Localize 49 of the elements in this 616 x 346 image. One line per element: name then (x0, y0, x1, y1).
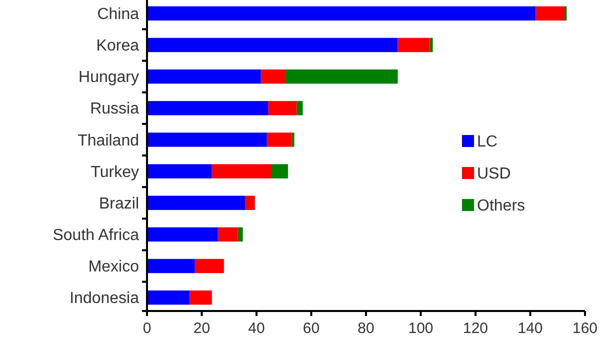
y-tick-label: Korea (96, 38, 140, 55)
x-tick-label: 40 (248, 320, 265, 337)
bar (296, 101, 303, 116)
x-tick-label: 0 (142, 320, 152, 337)
bar (271, 164, 288, 178)
y-tick-label: Russia (90, 100, 140, 118)
bar (238, 227, 243, 242)
y-tick-label: Thailand (78, 132, 139, 150)
bar (147, 38, 398, 52)
bar (147, 132, 267, 147)
y-tick-label: China (97, 6, 140, 24)
legend-label: LC (477, 134, 498, 151)
bar (147, 290, 190, 305)
bar (284, 69, 398, 84)
bar (430, 38, 433, 52)
bar (147, 6, 536, 21)
y-tick-label: Brazil (98, 195, 139, 212)
bar (268, 101, 297, 116)
bar (292, 132, 294, 147)
bar (189, 290, 212, 305)
bar (218, 227, 238, 242)
bar (194, 258, 224, 274)
x-tick-label: 100 (408, 320, 434, 337)
bar (266, 132, 292, 147)
bar (147, 227, 218, 242)
y-tick-label: South Africa (52, 227, 140, 244)
x-tick-label: 160 (572, 320, 598, 337)
legend-label: USD (477, 166, 511, 183)
bar (147, 69, 261, 84)
bar (147, 164, 212, 178)
x-tick-label: 120 (462, 320, 488, 337)
bar (212, 164, 272, 178)
x-tick-label: 20 (193, 320, 210, 337)
y-tick-label: Indonesia (70, 290, 140, 308)
bar (536, 6, 564, 21)
bar (147, 258, 195, 274)
x-tick-label: 140 (518, 320, 543, 337)
x-tick-label: 80 (358, 320, 374, 337)
bar (564, 6, 567, 21)
bar (147, 196, 246, 210)
y-tick-label: Mexico (88, 258, 140, 276)
bar (147, 101, 268, 116)
y-tick-label: Hungary (78, 69, 139, 86)
x-tick-label: 60 (302, 320, 320, 337)
bar (398, 38, 430, 52)
bar (260, 69, 285, 84)
legend-label: Others (477, 198, 526, 215)
y-tick-label: Turkey (90, 164, 139, 181)
bar (245, 196, 255, 210)
